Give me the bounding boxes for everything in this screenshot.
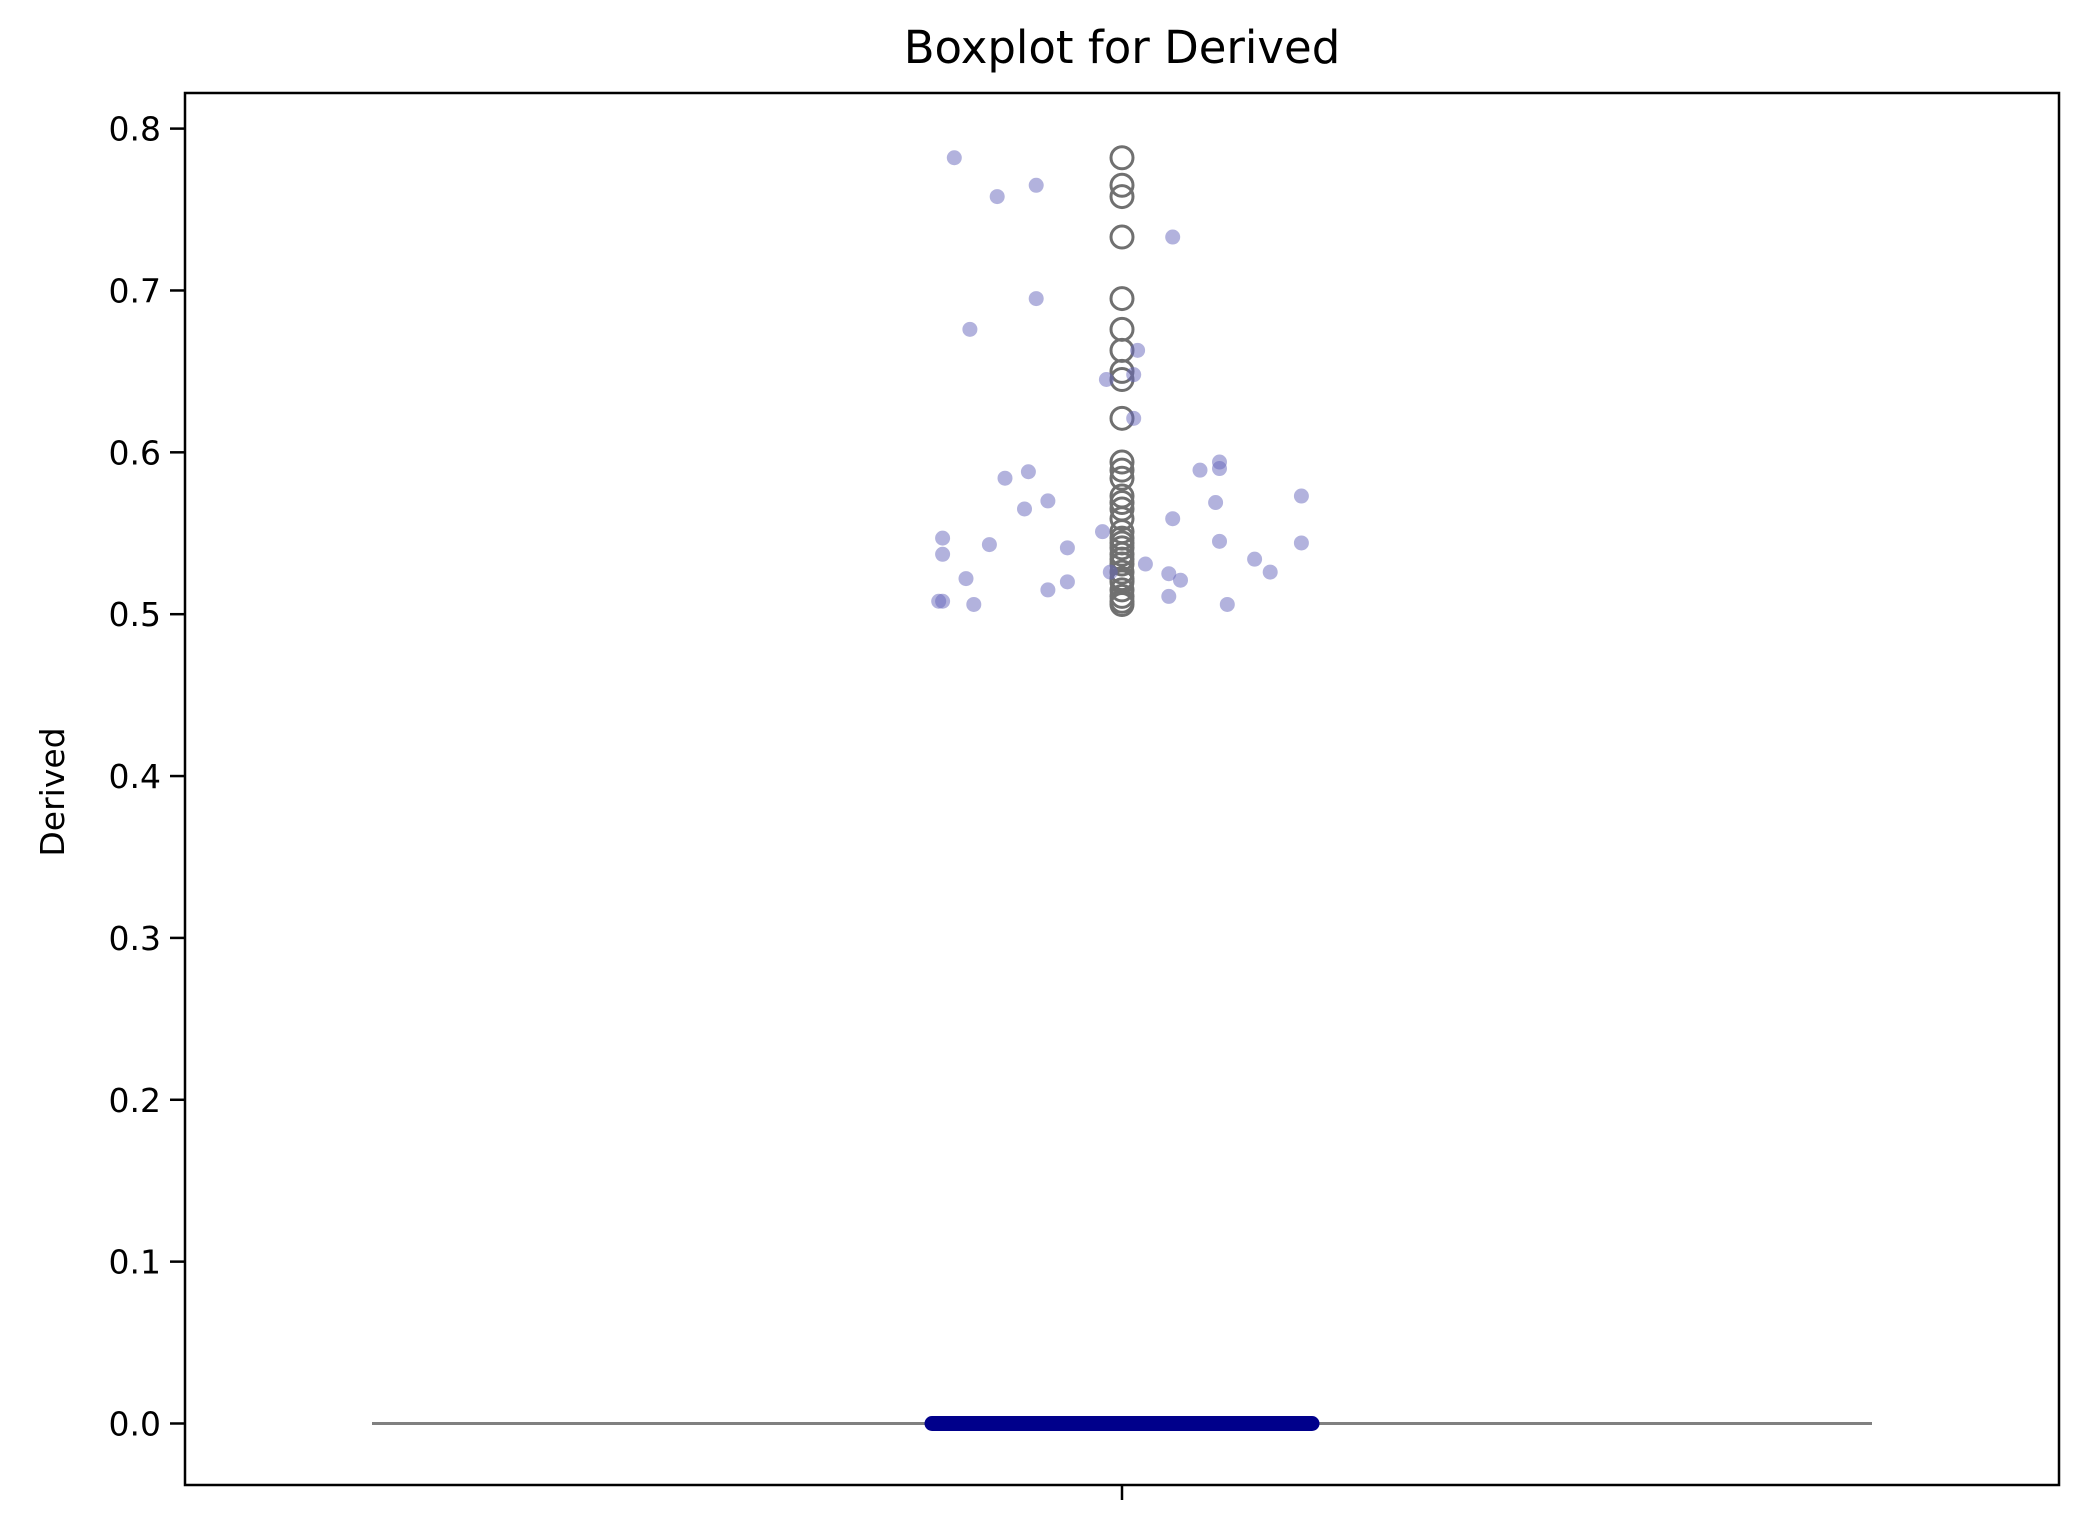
outlier-marker [1109, 465, 1135, 491]
strip-point [1126, 410, 1142, 426]
outlier-marker [1109, 449, 1135, 475]
outlier-marker [1109, 506, 1135, 532]
strip-point [997, 470, 1013, 486]
plot-frame [183, 91, 2061, 1487]
strip-point [962, 321, 978, 337]
outlier-marker [1109, 224, 1135, 250]
strip-point [1212, 461, 1227, 477]
plot-area [372, 145, 1872, 1431]
y-tick-label: 0.0 [109, 1404, 161, 1443]
strip-point [1161, 588, 1177, 604]
strip-point [1247, 551, 1263, 567]
y-tick-label: 0.8 [109, 110, 161, 149]
strip-point [1165, 511, 1181, 527]
outlier-marker [1109, 591, 1135, 617]
strip-point [966, 596, 982, 612]
strip-point [1165, 229, 1181, 245]
strip-point [1020, 464, 1036, 480]
outlier-marker [1109, 535, 1135, 561]
strip-point [1192, 462, 1208, 478]
outlier-marker [1109, 551, 1135, 577]
strip-point [935, 593, 951, 609]
y-tick-label: 0.2 [109, 1081, 161, 1120]
strip-point [935, 546, 951, 562]
outlier-marker [1109, 490, 1135, 516]
outlier-marker [1109, 184, 1135, 210]
outlier-marker [1109, 577, 1135, 603]
strip-point [1161, 566, 1177, 582]
y-axis: 0.0 0.1 0.2 0.3 0.4 0.5 0.6 0.7 0.8 [109, 110, 185, 1443]
outlier-marker [1109, 316, 1135, 342]
strip-point [1212, 533, 1227, 549]
strip-point [1098, 371, 1114, 387]
strip-point [1293, 535, 1309, 551]
strip-point [1017, 501, 1032, 517]
outlier-marker [1109, 145, 1135, 171]
strip-point [1208, 495, 1224, 511]
y-tick-label: 0.1 [109, 1243, 161, 1282]
chart-title: Boxplot for Derived [904, 21, 1341, 74]
strip-point [989, 189, 1005, 205]
y-tick-label: 0.5 [109, 595, 161, 634]
strip-point [1059, 540, 1075, 556]
strip-point [1293, 488, 1309, 504]
strip-point [946, 150, 962, 166]
y-tick-label: 0.3 [109, 919, 161, 958]
strip-point [1102, 564, 1118, 580]
strip-point [1173, 572, 1188, 588]
strip-point [1126, 367, 1142, 383]
outlier-marker [1109, 172, 1135, 198]
strip-point [958, 571, 974, 587]
y-tick-label: 0.6 [109, 433, 161, 472]
strip-point [1040, 582, 1056, 598]
strip-point [1028, 177, 1044, 193]
outlier-marker [1109, 457, 1135, 483]
strip-point [1059, 574, 1075, 590]
strip-point [935, 530, 951, 546]
strip-point [1262, 564, 1278, 580]
outlier-marker [1109, 286, 1135, 312]
strip-point [1095, 524, 1110, 540]
y-axis-label: Derived [33, 727, 72, 856]
strip-point [1040, 493, 1056, 509]
y-tick-label: 0.7 [109, 271, 161, 310]
strip-point [1219, 596, 1235, 612]
outlier-marker [1109, 337, 1135, 363]
strip-point [1130, 342, 1146, 358]
y-tick-label: 0.4 [109, 757, 161, 796]
strip-point [1028, 291, 1044, 307]
strip-point [1137, 556, 1153, 572]
strip-point [981, 537, 997, 553]
